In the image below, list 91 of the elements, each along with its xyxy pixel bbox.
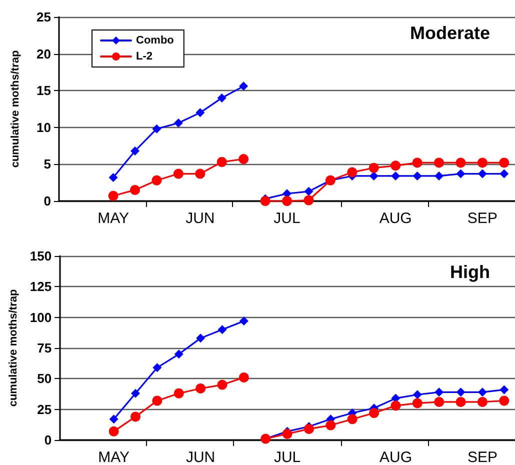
y-tick-label: 25: [37, 402, 52, 417]
point: [499, 158, 510, 168]
point: [347, 167, 358, 178]
point: [173, 168, 184, 179]
point: [109, 414, 118, 424]
x-tick-label: JUN: [186, 449, 216, 465]
point: [477, 396, 488, 407]
y-tick-label: 20: [36, 46, 51, 62]
x-tick-label: AUG: [379, 449, 412, 465]
point: [174, 118, 183, 128]
point: [108, 172, 118, 182]
point: [434, 388, 444, 397]
point: [434, 158, 444, 168]
point: [499, 396, 510, 406]
point: [456, 158, 466, 168]
x-tick-label: JUL: [274, 449, 301, 465]
point: [347, 414, 358, 424]
point: [152, 363, 162, 372]
x-tick-label: JUL: [274, 210, 300, 227]
chart-title: High: [450, 262, 490, 282]
point: [217, 380, 228, 390]
point: [434, 396, 444, 407]
point: [108, 426, 119, 436]
y-axis-title: cumulative moths/trap: [10, 50, 22, 168]
point: [239, 82, 248, 91]
x-tick-label: MAY: [98, 210, 129, 227]
point: [238, 372, 249, 382]
point: [456, 388, 466, 397]
point: [478, 388, 487, 397]
point: [196, 108, 205, 118]
point: [390, 160, 401, 171]
point: [260, 196, 270, 206]
point: [456, 169, 466, 178]
point: [152, 175, 162, 186]
point: [130, 146, 140, 156]
y-tick-label: 0: [44, 432, 52, 448]
point: [326, 420, 336, 430]
point: [282, 428, 292, 439]
point: [412, 390, 422, 400]
point: [390, 400, 401, 411]
x-tick-label: SEP: [467, 210, 498, 227]
point: [195, 168, 206, 179]
point: [239, 316, 248, 326]
y-tick-label: 15: [36, 83, 51, 98]
y-tick-label: 100: [30, 310, 52, 325]
x-tick-label: SEP: [467, 449, 498, 465]
point: [369, 408, 380, 418]
point: [434, 171, 444, 180]
point: [500, 385, 509, 394]
chart-title: Moderate: [410, 23, 490, 43]
y-tick-label: 5: [44, 156, 51, 172]
point: [216, 156, 227, 167]
y-tick-label: 125: [30, 279, 52, 294]
point: [130, 388, 140, 398]
point: [174, 388, 184, 398]
point: [456, 396, 466, 407]
x-tick-label: JUN: [186, 210, 215, 227]
x-tick-label: AUG: [379, 210, 412, 227]
point: [218, 325, 227, 334]
point: [174, 350, 184, 359]
y-tick-label: 50: [37, 371, 52, 386]
point: [500, 169, 509, 178]
point: [412, 171, 422, 180]
legend-label: Combo: [136, 34, 174, 46]
y-tick-label: 75: [37, 340, 52, 356]
point: [412, 158, 422, 168]
point: [282, 196, 292, 206]
y-tick-label: 25: [36, 10, 51, 24]
y-tick-label: 10: [36, 120, 51, 135]
point: [152, 124, 162, 134]
point: [196, 334, 206, 343]
point: [238, 154, 249, 164]
point: [478, 169, 487, 178]
y-tick-label: 150: [30, 248, 52, 264]
point: [217, 93, 226, 102]
point: [368, 162, 379, 173]
point: [152, 396, 162, 406]
x-tick-label: MAY: [98, 449, 130, 465]
point: [412, 398, 422, 408]
y-tick-label: 0: [44, 194, 51, 208]
point: [304, 186, 314, 196]
point: [108, 190, 118, 201]
legend-label: L-2: [136, 50, 152, 62]
point: [304, 195, 314, 206]
point: [196, 383, 206, 394]
point: [130, 184, 140, 195]
point: [130, 412, 140, 422]
point: [391, 171, 400, 180]
y-axis-title: cumulative moths/trap: [8, 289, 20, 407]
point: [477, 158, 488, 168]
point: [304, 424, 314, 434]
